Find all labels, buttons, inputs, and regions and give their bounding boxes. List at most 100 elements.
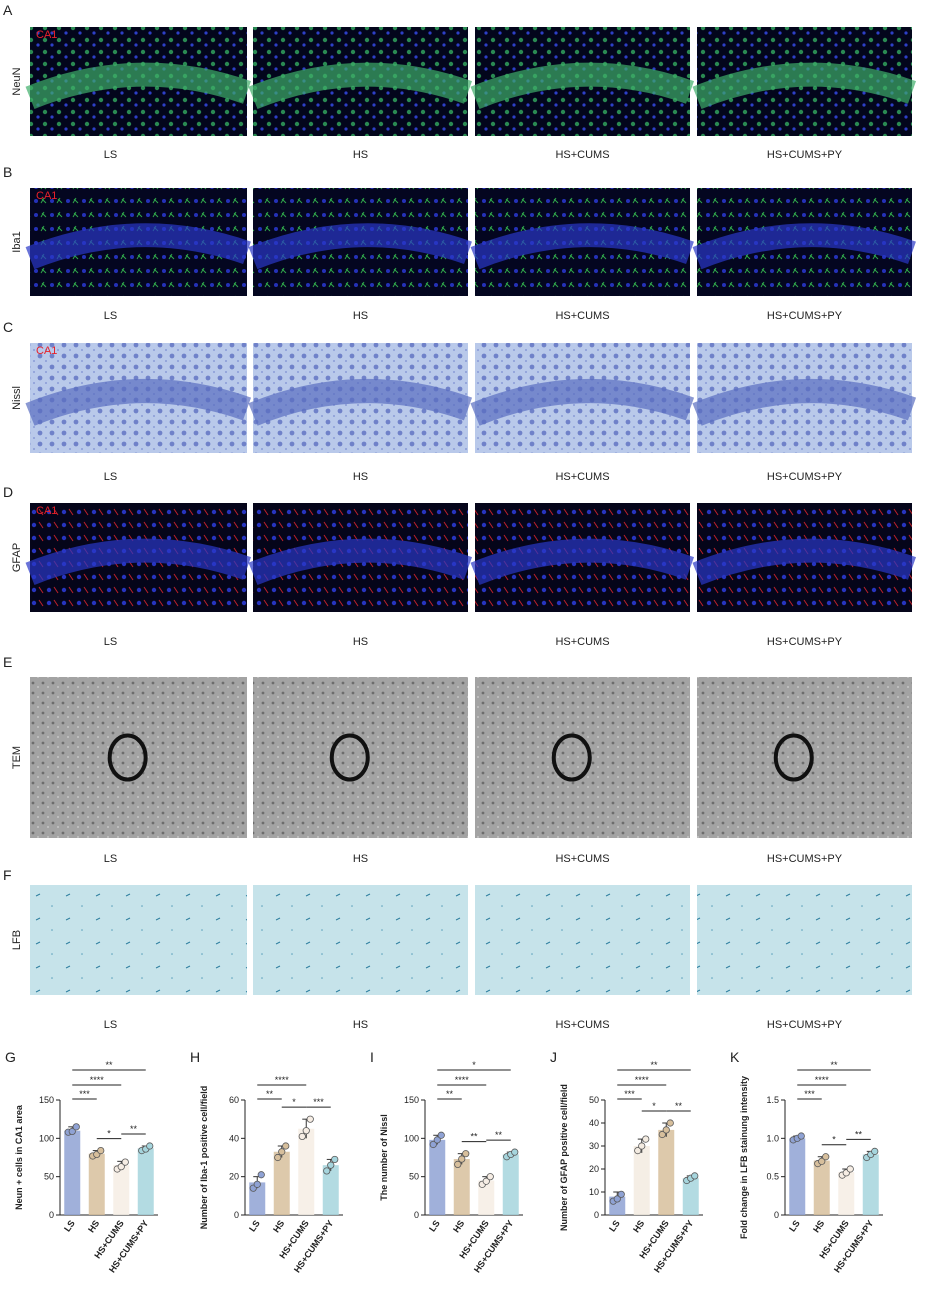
micrograph bbox=[30, 677, 247, 838]
stain-label: GFAP bbox=[11, 543, 23, 572]
significance-label: ** bbox=[266, 1089, 274, 1099]
group-label: HS bbox=[353, 853, 368, 865]
group-label: LS bbox=[104, 471, 117, 483]
data-point bbox=[822, 1153, 830, 1161]
data-point bbox=[613, 1195, 621, 1203]
y-tick-label: 50 bbox=[589, 1095, 599, 1105]
y-tick-label: 100 bbox=[39, 1133, 54, 1143]
panel-letter: A bbox=[3, 2, 13, 18]
data-point bbox=[662, 1126, 670, 1134]
y-tick-label: 30 bbox=[589, 1141, 599, 1151]
micrograph bbox=[697, 677, 912, 838]
data-point bbox=[818, 1157, 826, 1165]
cell-layer bbox=[248, 62, 473, 109]
cell-layer bbox=[470, 379, 695, 426]
cell-layer bbox=[25, 379, 252, 426]
micrograph bbox=[475, 885, 690, 995]
region-label: CA1 bbox=[36, 505, 57, 517]
x-tick-label: LS bbox=[427, 1218, 442, 1233]
data-point bbox=[666, 1119, 674, 1127]
significance-label: * bbox=[292, 1097, 296, 1107]
y-tick-label: 50 bbox=[44, 1172, 54, 1182]
data-point bbox=[462, 1150, 470, 1158]
significance-label: *** bbox=[313, 1097, 324, 1107]
cell-layer bbox=[692, 223, 916, 270]
y-tick-label: 0 bbox=[594, 1210, 599, 1220]
cell-layer bbox=[25, 62, 251, 109]
group-label: HS bbox=[353, 1019, 368, 1031]
panel-letter: K bbox=[730, 1049, 740, 1065]
data-point bbox=[97, 1147, 105, 1155]
data-point bbox=[274, 1153, 282, 1162]
stain-label: Nissl bbox=[11, 386, 23, 410]
micrograph bbox=[475, 677, 690, 838]
data-point bbox=[437, 1131, 445, 1139]
bar bbox=[453, 1159, 470, 1215]
cell-layer bbox=[248, 223, 472, 270]
significance-label: ** bbox=[470, 1132, 478, 1142]
cell-layer bbox=[248, 538, 473, 585]
significance-label: * bbox=[832, 1135, 836, 1145]
group-label: HS+CUMS bbox=[555, 1019, 609, 1031]
significance-label: ** bbox=[446, 1089, 454, 1099]
group-label: HS+CUMS bbox=[555, 636, 609, 648]
data-point bbox=[482, 1177, 490, 1185]
significance-label: ** bbox=[675, 1101, 683, 1111]
bar bbox=[633, 1146, 650, 1215]
group-label: HS+CUMS bbox=[555, 471, 609, 483]
micrograph bbox=[253, 677, 468, 838]
data-point bbox=[253, 1180, 261, 1188]
data-point bbox=[617, 1190, 625, 1198]
bar bbox=[838, 1172, 855, 1215]
x-tick-label: LS bbox=[62, 1218, 77, 1233]
data-point bbox=[298, 1132, 306, 1141]
data-point bbox=[642, 1135, 650, 1143]
data-point bbox=[72, 1123, 80, 1131]
stain-label: NeuN bbox=[11, 67, 23, 95]
significance-label: * bbox=[472, 1060, 476, 1070]
y-tick-label: 0 bbox=[49, 1210, 54, 1220]
group-label: HS+CUMS+PY bbox=[767, 853, 843, 865]
bar bbox=[502, 1154, 519, 1215]
group-label: HS+CUMS+PY bbox=[767, 310, 843, 322]
bar bbox=[88, 1153, 105, 1215]
stain-label: Iba1 bbox=[11, 231, 23, 252]
significance-label: *** bbox=[79, 1089, 90, 1099]
data-point bbox=[331, 1155, 339, 1164]
data-point bbox=[486, 1173, 494, 1181]
group-label: HS bbox=[353, 636, 368, 648]
panel-letter: H bbox=[190, 1049, 200, 1065]
group-label: HS bbox=[353, 310, 368, 322]
data-point bbox=[511, 1148, 519, 1156]
data-point bbox=[323, 1167, 331, 1175]
group-label: HS+CUMS bbox=[555, 310, 609, 322]
bar bbox=[298, 1128, 315, 1215]
data-point bbox=[433, 1136, 441, 1144]
bar bbox=[478, 1180, 495, 1215]
group-label: HS bbox=[353, 471, 368, 483]
y-axis-label: The number of Nissl bbox=[379, 1114, 389, 1201]
x-tick-label: HS bbox=[811, 1218, 826, 1234]
group-label: HS+CUMS+PY bbox=[767, 471, 843, 483]
group-label: HS+CUMS+PY bbox=[767, 1019, 843, 1031]
data-point bbox=[306, 1115, 314, 1123]
data-point bbox=[638, 1142, 646, 1150]
significance-label: **** bbox=[815, 1075, 830, 1085]
significance-label: * bbox=[107, 1129, 111, 1139]
bar bbox=[862, 1154, 879, 1215]
group-label: LS bbox=[104, 310, 117, 322]
significance-label: *** bbox=[624, 1089, 635, 1099]
panel-letter: B bbox=[3, 164, 12, 180]
micrograph bbox=[30, 885, 247, 995]
group-label: HS+CUMS bbox=[555, 853, 609, 865]
bar bbox=[322, 1165, 339, 1215]
region-label: CA1 bbox=[36, 345, 57, 357]
bar bbox=[682, 1178, 699, 1215]
bar bbox=[789, 1138, 806, 1215]
data-point bbox=[68, 1127, 76, 1136]
data-point bbox=[691, 1172, 699, 1180]
panel-letter: E bbox=[3, 654, 12, 670]
data-point bbox=[121, 1158, 129, 1166]
y-tick-label: 0 bbox=[414, 1210, 419, 1220]
significance-label: **** bbox=[90, 1075, 105, 1085]
